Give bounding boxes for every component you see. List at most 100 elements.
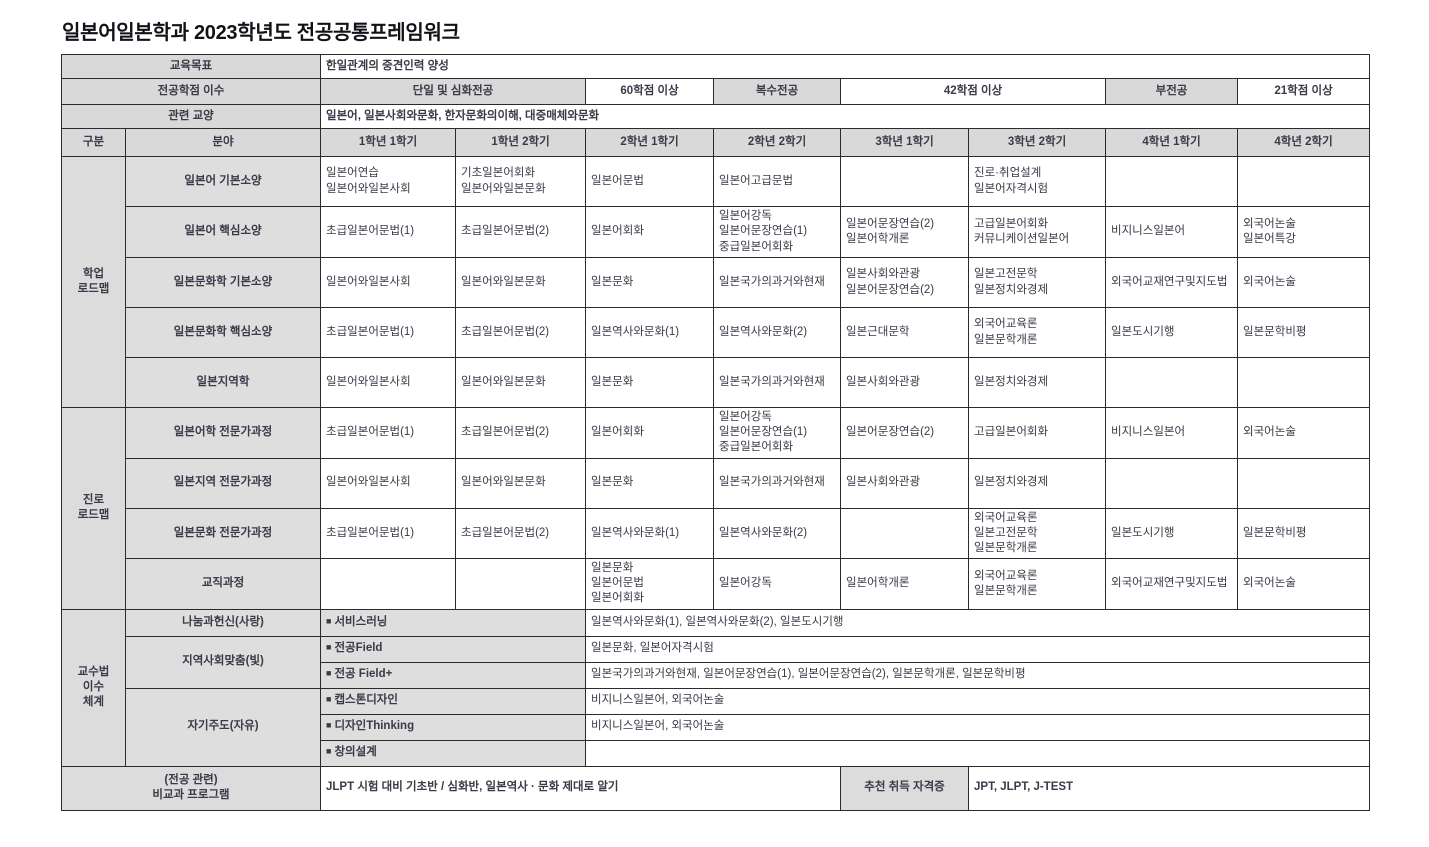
field-label: 일본문화 전문가과정 bbox=[124, 507, 322, 560]
table-row: 일본어 핵심소양 초급일본어문법(1) 초급일본어문법(2) 일본어회화 일본어… bbox=[62, 206, 1371, 258]
course-cell: 일본어와일본문화 bbox=[455, 457, 587, 509]
teaching-item-courses: 일본문화, 일본어자격시험 bbox=[585, 635, 1371, 663]
col-header-term-4: 3학년 1학기 bbox=[840, 128, 970, 157]
teaching-item-label: ■ 디자인Thinking bbox=[320, 713, 587, 741]
credit-amount-2: 21학점 이상 bbox=[1237, 78, 1371, 105]
col-header-term-0: 1학년 1학기 bbox=[320, 128, 457, 157]
framework-table: 교육목표 한일관계의 중견인력 양성 전공학점 이수 단일 및 심화전공 60학… bbox=[60, 54, 1371, 811]
col-header-field: 분야 bbox=[124, 128, 322, 157]
col-header-term-2: 2학년 1학기 bbox=[585, 128, 715, 157]
course-cell: 일본어와일본사회 bbox=[320, 457, 457, 509]
course-cell: 비지니스일본어 bbox=[1105, 407, 1239, 459]
bullet-square-icon: ■ bbox=[326, 720, 332, 731]
course-cell: 외국어논술 bbox=[1237, 558, 1371, 610]
course-cell: 외국어교육론 일본문학개론 bbox=[968, 558, 1107, 610]
course-cell: 기초일본어회화 일본어와일본문화 bbox=[455, 156, 587, 207]
course-cell: 일본문화 bbox=[585, 457, 715, 509]
course-cell: 일본문화 일본어문법 일본어회화 bbox=[585, 558, 715, 610]
course-cell: 일본국가의과거와현재 bbox=[713, 357, 842, 408]
course-cell: 초급일본어문법(1) bbox=[320, 206, 457, 258]
bullet-square-icon: ■ bbox=[326, 668, 332, 679]
field-label: 일본문화학 핵심소양 bbox=[124, 307, 322, 358]
course-cell: 일본사회와관광 bbox=[840, 357, 970, 408]
field-label: 일본어학 전문가과정 bbox=[124, 407, 322, 459]
teaching-item-label: ■ 캡스톤디자인 bbox=[320, 687, 587, 715]
credits-label: 전공학점 이수 bbox=[60, 78, 322, 105]
course-cell: 외국어교육론 일본고전문학 일본문학개론 bbox=[968, 507, 1107, 560]
teaching-item-text: 서비스러닝 bbox=[334, 615, 388, 628]
course-cell bbox=[455, 558, 587, 610]
noncurricular-label: (전공 관련) 비교과 프로그램 bbox=[60, 765, 322, 811]
course-cell: 일본정치와경제 bbox=[968, 457, 1107, 509]
course-cell bbox=[1237, 457, 1371, 509]
col-header-term-1: 1학년 2학기 bbox=[455, 128, 587, 157]
credit-track-1: 복수전공 bbox=[713, 78, 842, 105]
course-cell: 일본어학개론 bbox=[840, 558, 970, 610]
liberal-label: 관련 교양 bbox=[60, 104, 322, 129]
course-cell: 일본역사와문화(2) bbox=[713, 307, 842, 358]
course-cell: 초급일본어문법(1) bbox=[320, 407, 457, 459]
table-row-teaching: 자기주도(자유) ■ 캡스톤디자인 비지니스일본어, 외국어논술 bbox=[62, 687, 1371, 767]
course-cell: 일본어문법 bbox=[585, 156, 715, 207]
table-row-goal: 교육목표 한일관계의 중견인력 양성 bbox=[60, 54, 1371, 79]
teaching-category-label: 자기주도(자유) bbox=[124, 687, 322, 767]
teaching-item-label: ■ 창의설계 bbox=[320, 739, 587, 767]
table-row-teaching: ■ 전공 Field+ 일본국가의과거와현재, 일본어문장연습(1), 일본어문장… bbox=[62, 661, 1371, 689]
course-cell: 일본역사와문화(1) bbox=[585, 507, 715, 560]
teaching-item-courses: 비지니스일본어, 외국어논술 bbox=[585, 713, 1371, 741]
course-cell: 일본어강독 일본어문장연습(1) 중급일본어회화 bbox=[713, 407, 842, 459]
course-cell: 초급일본어문법(1) bbox=[320, 507, 457, 560]
course-cell: 진로·취업설계 일본어자격시험 bbox=[968, 156, 1107, 207]
table-row-teaching: 교수법 이수 체계 나눔과헌신(사랑) ■ 서비스러닝 일본역사와문화(1), 일… bbox=[61, 608, 1371, 767]
goal-value: 한일관계의 중견인력 양성 bbox=[320, 54, 1371, 79]
course-cell: 외국어교재연구및지도법 bbox=[1105, 558, 1239, 610]
table-row-footer: (전공 관련) 비교과 프로그램 JLPT 시험 대비 기초반 / 심화반, 일… bbox=[60, 765, 1371, 811]
course-cell: 일본문학비평 bbox=[1237, 507, 1371, 560]
field-label: 일본지역학 bbox=[124, 357, 322, 408]
teaching-item-text: 캡스톤디자인 bbox=[334, 694, 398, 707]
field-label: 일본문화학 기본소양 bbox=[124, 257, 322, 308]
teaching-item-text: 전공 Field+ bbox=[334, 668, 393, 681]
course-cell: 일본고전문학 일본정치와경제 bbox=[968, 257, 1107, 308]
course-cell: 일본문화 bbox=[585, 257, 715, 308]
table-row-liberal: 관련 교양 일본어, 일본사회와문화, 한자문화의이해, 대중매체와문화 bbox=[60, 104, 1371, 129]
goal-label: 교육목표 bbox=[60, 54, 322, 79]
teaching-item-text: 창의설계 bbox=[334, 746, 377, 759]
course-cell: 초급일본어문법(2) bbox=[455, 407, 587, 459]
course-cell: 일본어와일본사회 bbox=[320, 357, 457, 408]
course-cell: 초급일본어문법(2) bbox=[455, 307, 587, 358]
course-cell: 고급일본어회화 bbox=[968, 407, 1107, 459]
table-row: 일본문화학 기본소양 일본어와일본사회 일본어와일본문화 일본문화 일본국가의과… bbox=[62, 257, 1371, 308]
credit-track-2: 부전공 bbox=[1105, 78, 1239, 105]
course-cell: 일본근대문학 bbox=[840, 307, 970, 358]
field-label: 일본어 기본소양 bbox=[124, 156, 322, 207]
course-cell bbox=[1237, 156, 1371, 207]
course-cell: 일본어강독 bbox=[713, 558, 842, 610]
course-cell: 일본문화 bbox=[585, 357, 715, 408]
course-cell: 고급일본어회화 커뮤니케이션일본어 bbox=[968, 206, 1107, 258]
teaching-category-label: 지역사회맞춤(빛) bbox=[124, 635, 322, 689]
bullet-square-icon: ■ bbox=[326, 615, 332, 626]
course-cell: 초급일본어문법(1) bbox=[320, 307, 457, 358]
course-cell: 외국어논술 bbox=[1237, 407, 1371, 459]
noncurricular-value: JLPT 시험 대비 기초반 / 심화반, 일본역사 · 문화 제대로 알기 bbox=[320, 765, 842, 811]
course-cell: 일본도시기행 bbox=[1105, 507, 1239, 560]
credit-amount-1: 42학점 이상 bbox=[840, 78, 1107, 105]
table-row: 교직과정 일본문화 일본어문법 일본어회화 일본어강독 일본어학개론 외국어교육… bbox=[62, 558, 1371, 610]
table-row: 일본지역학 일본어와일본사회 일본어와일본문화 일본문화 일본국가의과거와현재 … bbox=[62, 357, 1371, 408]
bullet-square-icon: ■ bbox=[326, 642, 332, 653]
course-cell: 일본국가의과거와현재 bbox=[713, 457, 842, 509]
course-cell bbox=[840, 507, 970, 560]
table-row-teaching: ■ 디자인Thinking 비지니스일본어, 외국어논술 bbox=[62, 713, 1371, 741]
credit-amount-0: 60학점 이상 bbox=[585, 78, 715, 105]
group-label-teaching: 교수법 이수 체계 bbox=[61, 608, 126, 767]
teaching-item-label: ■ 서비스러닝 bbox=[320, 608, 587, 637]
teaching-item-courses: 비지니스일본어, 외국어논술 bbox=[585, 687, 1371, 715]
teaching-item-courses bbox=[585, 739, 1371, 767]
course-cell: 외국어논술 일본어특강 bbox=[1237, 206, 1371, 258]
course-cell bbox=[1105, 156, 1239, 207]
col-header-term-3: 2학년 2학기 bbox=[713, 128, 842, 157]
bullet-square-icon: ■ bbox=[326, 694, 332, 705]
course-cell: 일본어회화 bbox=[585, 206, 715, 258]
table-row-credits: 전공학점 이수 단일 및 심화전공 60학점 이상 복수전공 42학점 이상 부… bbox=[60, 78, 1371, 105]
